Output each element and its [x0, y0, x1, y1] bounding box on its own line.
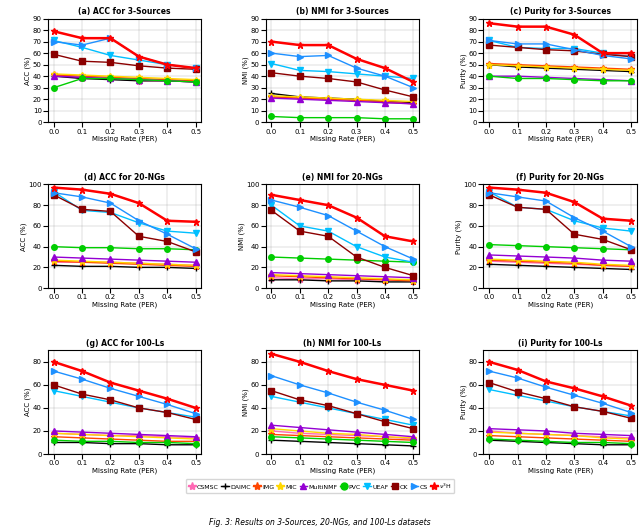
- X-axis label: Missing Rate (PER): Missing Rate (PER): [92, 468, 157, 474]
- X-axis label: Missing Rate (PER): Missing Rate (PER): [310, 136, 375, 142]
- Title: (c) Purity for 3-Sources: (c) Purity for 3-Sources: [509, 7, 611, 16]
- Y-axis label: ACC (%): ACC (%): [25, 56, 31, 84]
- X-axis label: Missing Rate (PER): Missing Rate (PER): [310, 302, 375, 309]
- X-axis label: Missing Rate (PER): Missing Rate (PER): [527, 468, 593, 474]
- X-axis label: Missing Rate (PER): Missing Rate (PER): [92, 302, 157, 309]
- Y-axis label: Purity (%): Purity (%): [460, 385, 467, 419]
- Y-axis label: Purity (%): Purity (%): [456, 219, 462, 254]
- Title: (i) Purity for 100-Ls: (i) Purity for 100-Ls: [518, 339, 602, 348]
- Title: (h) NMI for 100-Ls: (h) NMI for 100-Ls: [303, 339, 381, 348]
- X-axis label: Missing Rate (PER): Missing Rate (PER): [92, 136, 157, 142]
- Text: Fig. 3: Results on 3-Sources, 20-NGs, and 100-Ls datasets: Fig. 3: Results on 3-Sources, 20-NGs, an…: [209, 518, 431, 527]
- Legend: CSMSC, DAIMC, IMG, MIC, MultiNMF, PVC, UEAF, CK, CS, $\nu^3$H: CSMSC, DAIMC, IMG, MIC, MultiNMF, PVC, U…: [186, 479, 454, 493]
- X-axis label: Missing Rate (PER): Missing Rate (PER): [310, 468, 375, 474]
- X-axis label: Missing Rate (PER): Missing Rate (PER): [527, 136, 593, 142]
- Y-axis label: NMI (%): NMI (%): [243, 57, 249, 84]
- Y-axis label: ACC (%): ACC (%): [25, 388, 31, 416]
- Y-axis label: Purity (%): Purity (%): [460, 53, 467, 88]
- Y-axis label: ACC (%): ACC (%): [20, 222, 27, 251]
- Y-axis label: NMI (%): NMI (%): [243, 388, 249, 416]
- X-axis label: Missing Rate (PER): Missing Rate (PER): [527, 302, 593, 309]
- Title: (b) NMI for 3-Sources: (b) NMI for 3-Sources: [296, 7, 388, 16]
- Title: (a) ACC for 3-Sources: (a) ACC for 3-Sources: [79, 7, 171, 16]
- Title: (f) Purity for 20-NGs: (f) Purity for 20-NGs: [516, 173, 604, 182]
- Y-axis label: NMI (%): NMI (%): [238, 222, 244, 250]
- Title: (d) ACC for 20-NGs: (d) ACC for 20-NGs: [84, 173, 165, 182]
- Title: (g) ACC for 100-Ls: (g) ACC for 100-Ls: [86, 339, 164, 348]
- Title: (e) NMI for 20-NGs: (e) NMI for 20-NGs: [302, 173, 383, 182]
